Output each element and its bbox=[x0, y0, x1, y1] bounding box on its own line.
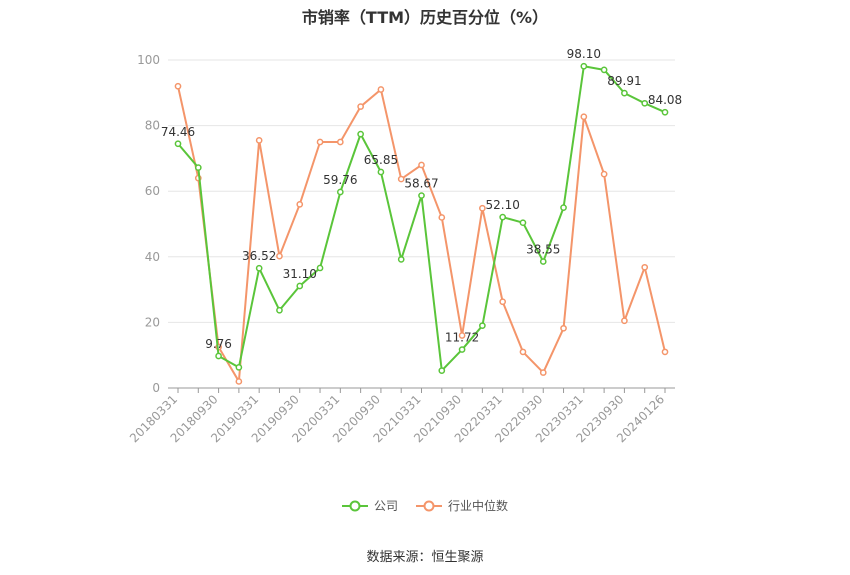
data-label: 9.76 bbox=[205, 337, 232, 351]
data-point bbox=[174, 82, 182, 90]
data-point bbox=[479, 204, 486, 212]
grid-lines bbox=[168, 59, 675, 323]
data-point bbox=[357, 103, 364, 110]
data-point bbox=[418, 161, 425, 169]
data-point bbox=[418, 192, 425, 199]
data-label: 65.85 bbox=[364, 153, 398, 167]
data-labels: 74.46 9.76 36.52 31.10 59.76 65.85 58.67 11.72 5… bbox=[161, 47, 682, 351]
data-point bbox=[377, 168, 385, 176]
data-point bbox=[255, 137, 263, 144]
legend-item-industry-median[interactable]: 行业中位数 bbox=[416, 497, 508, 514]
source-note: 数据来源：恒生聚源 bbox=[366, 550, 484, 565]
data-point bbox=[438, 214, 446, 221]
legend-label-company: 公司 bbox=[373, 499, 398, 513]
data-point bbox=[621, 89, 628, 97]
data-point bbox=[641, 263, 649, 271]
data-label: 31.10 bbox=[283, 267, 317, 281]
data-label: 52.10 bbox=[485, 198, 519, 212]
y-tick-label: 100 bbox=[137, 53, 160, 67]
data-label: 36.52 bbox=[242, 249, 276, 263]
series-industry-median bbox=[174, 82, 669, 385]
data-point bbox=[539, 369, 547, 376]
data-point bbox=[296, 282, 304, 290]
data-point bbox=[661, 348, 669, 356]
data-point bbox=[357, 130, 364, 138]
y-tick-label: 20 bbox=[145, 315, 160, 329]
legend-marker-industry-median bbox=[416, 500, 442, 511]
data-point bbox=[600, 170, 608, 178]
data-point bbox=[377, 86, 385, 93]
data-point bbox=[560, 204, 567, 211]
data-label: 98.10 bbox=[567, 47, 601, 61]
data-point bbox=[276, 252, 283, 260]
data-point bbox=[276, 306, 283, 314]
data-point bbox=[499, 298, 507, 306]
data-point bbox=[438, 367, 446, 374]
data-point bbox=[235, 363, 243, 371]
data-point bbox=[499, 213, 507, 221]
data-point bbox=[641, 99, 649, 107]
data-point bbox=[600, 66, 608, 74]
data-point bbox=[174, 140, 182, 148]
data-label: 59.76 bbox=[323, 173, 357, 187]
data-point bbox=[458, 346, 466, 353]
data-label: 11.72 bbox=[445, 331, 479, 345]
data-point bbox=[235, 378, 243, 385]
data-point bbox=[255, 264, 263, 272]
data-point bbox=[519, 348, 527, 356]
legend-label-industry-median: 行业中位数 bbox=[448, 499, 509, 513]
data-point bbox=[397, 256, 405, 263]
data-label: 38.55 bbox=[526, 243, 560, 257]
axes: 0204060801002018033120180930201903312019… bbox=[127, 53, 675, 445]
legend-marker-company bbox=[341, 500, 368, 511]
data-point bbox=[194, 164, 202, 171]
data-label: 84.08 bbox=[648, 93, 682, 107]
data-point bbox=[215, 352, 222, 360]
y-tick-label: 40 bbox=[145, 250, 160, 264]
data-point bbox=[296, 200, 304, 208]
data-point bbox=[580, 62, 588, 70]
data-label: 89.91 bbox=[607, 74, 641, 88]
data-point bbox=[580, 113, 588, 121]
chart-title: 市销率（TTM）历史百分位（%） bbox=[301, 8, 549, 27]
data-point bbox=[316, 264, 324, 272]
data-point bbox=[397, 175, 405, 183]
series-line bbox=[177, 65, 666, 372]
y-tick-label: 80 bbox=[145, 119, 160, 133]
legend-item-company[interactable]: 公司 bbox=[341, 497, 398, 514]
series-lines bbox=[174, 62, 669, 385]
data-point bbox=[539, 258, 547, 265]
data-point bbox=[479, 322, 486, 330]
y-tick-label: 0 bbox=[152, 381, 160, 395]
y-tick-label: 60 bbox=[145, 184, 160, 198]
data-point bbox=[519, 219, 527, 227]
data-label: 58.67 bbox=[404, 177, 438, 191]
data-point bbox=[458, 332, 466, 339]
data-point bbox=[560, 324, 567, 332]
data-point bbox=[316, 138, 324, 146]
series-line bbox=[177, 86, 666, 383]
data-label: 74.46 bbox=[161, 125, 195, 139]
legend: 公司 行业中位数 bbox=[0, 497, 850, 514]
data-point bbox=[621, 317, 628, 325]
series-company bbox=[174, 62, 669, 374]
data-point bbox=[336, 188, 344, 196]
data-point bbox=[661, 108, 669, 116]
data-point bbox=[336, 138, 344, 146]
